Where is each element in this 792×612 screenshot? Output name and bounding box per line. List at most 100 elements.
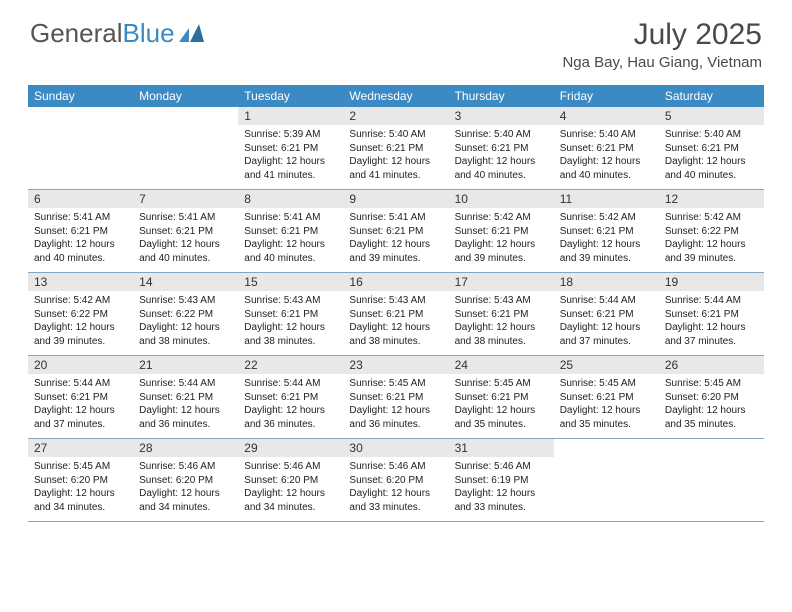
day-detail: Sunrise: 5:42 AMSunset: 6:22 PMDaylight:… (659, 208, 764, 272)
header: GeneralBlue July 2025 Nga Bay, Hau Giang… (0, 0, 792, 77)
day-number: 12 (659, 190, 764, 208)
sunrise-line: Sunrise: 5:42 AM (34, 294, 127, 308)
sunset-line: Sunset: 6:21 PM (349, 225, 442, 239)
daylight-line-2: and 40 minutes. (560, 169, 653, 183)
day-number: 7 (133, 190, 238, 208)
day-cell: 31Sunrise: 5:46 AMSunset: 6:19 PMDayligh… (449, 439, 554, 521)
day-cell: 23Sunrise: 5:45 AMSunset: 6:21 PMDayligh… (343, 356, 448, 438)
day-number: 16 (343, 273, 448, 291)
sunrise-line: Sunrise: 5:41 AM (244, 211, 337, 225)
sunset-line: Sunset: 6:19 PM (455, 474, 548, 488)
calendar-body: 1Sunrise: 5:39 AMSunset: 6:21 PMDaylight… (28, 107, 764, 522)
day-cell: 27Sunrise: 5:45 AMSunset: 6:20 PMDayligh… (28, 439, 133, 521)
day-cell (133, 107, 238, 189)
daylight-line-1: Daylight: 12 hours (455, 321, 548, 335)
day-detail: Sunrise: 5:45 AMSunset: 6:21 PMDaylight:… (554, 374, 659, 438)
month-title: July 2025 (562, 18, 762, 52)
day-cell: 26Sunrise: 5:45 AMSunset: 6:20 PMDayligh… (659, 356, 764, 438)
sunset-line: Sunset: 6:21 PM (349, 391, 442, 405)
sunrise-line: Sunrise: 5:46 AM (139, 460, 232, 474)
day-cell: 16Sunrise: 5:43 AMSunset: 6:21 PMDayligh… (343, 273, 448, 355)
daylight-line-1: Daylight: 12 hours (244, 238, 337, 252)
sunrise-line: Sunrise: 5:43 AM (244, 294, 337, 308)
day-detail: Sunrise: 5:43 AMSunset: 6:22 PMDaylight:… (133, 291, 238, 355)
day-detail: Sunrise: 5:45 AMSunset: 6:21 PMDaylight:… (449, 374, 554, 438)
day-number: 4 (554, 107, 659, 125)
day-number: 3 (449, 107, 554, 125)
sunrise-line: Sunrise: 5:39 AM (244, 128, 337, 142)
day-cell (554, 439, 659, 521)
sunrise-line: Sunrise: 5:43 AM (455, 294, 548, 308)
daylight-line-1: Daylight: 12 hours (665, 321, 758, 335)
day-detail: Sunrise: 5:39 AMSunset: 6:21 PMDaylight:… (238, 125, 343, 189)
weekday-sunday: Sunday (28, 85, 133, 107)
day-number: 13 (28, 273, 133, 291)
weekday-friday: Friday (554, 85, 659, 107)
daylight-line-2: and 41 minutes. (244, 169, 337, 183)
day-number: 27 (28, 439, 133, 457)
day-cell: 5Sunrise: 5:40 AMSunset: 6:21 PMDaylight… (659, 107, 764, 189)
daylight-line-2: and 40 minutes. (665, 169, 758, 183)
day-detail: Sunrise: 5:45 AMSunset: 6:21 PMDaylight:… (343, 374, 448, 438)
day-cell: 15Sunrise: 5:43 AMSunset: 6:21 PMDayligh… (238, 273, 343, 355)
daylight-line-2: and 33 minutes. (455, 501, 548, 515)
daylight-line-1: Daylight: 12 hours (560, 404, 653, 418)
daylight-line-2: and 38 minutes. (244, 335, 337, 349)
daylight-line-2: and 38 minutes. (139, 335, 232, 349)
day-number: 8 (238, 190, 343, 208)
day-detail: Sunrise: 5:41 AMSunset: 6:21 PMDaylight:… (238, 208, 343, 272)
sunset-line: Sunset: 6:21 PM (560, 142, 653, 156)
daylight-line-1: Daylight: 12 hours (665, 404, 758, 418)
sunrise-line: Sunrise: 5:44 AM (34, 377, 127, 391)
day-detail: Sunrise: 5:43 AMSunset: 6:21 PMDaylight:… (238, 291, 343, 355)
weekday-thursday: Thursday (449, 85, 554, 107)
sunrise-line: Sunrise: 5:40 AM (665, 128, 758, 142)
day-detail: Sunrise: 5:45 AMSunset: 6:20 PMDaylight:… (28, 457, 133, 521)
day-cell: 28Sunrise: 5:46 AMSunset: 6:20 PMDayligh… (133, 439, 238, 521)
day-cell (659, 439, 764, 521)
weekday-wednesday: Wednesday (343, 85, 448, 107)
day-number: 24 (449, 356, 554, 374)
day-number: 21 (133, 356, 238, 374)
daylight-line-1: Daylight: 12 hours (455, 155, 548, 169)
sunset-line: Sunset: 6:21 PM (455, 391, 548, 405)
day-number: 9 (343, 190, 448, 208)
day-cell: 29Sunrise: 5:46 AMSunset: 6:20 PMDayligh… (238, 439, 343, 521)
daylight-line-1: Daylight: 12 hours (244, 155, 337, 169)
day-detail: Sunrise: 5:44 AMSunset: 6:21 PMDaylight:… (28, 374, 133, 438)
sunset-line: Sunset: 6:21 PM (34, 391, 127, 405)
day-detail: Sunrise: 5:42 AMSunset: 6:21 PMDaylight:… (449, 208, 554, 272)
logo-text-1: General (30, 18, 123, 49)
day-cell: 18Sunrise: 5:44 AMSunset: 6:21 PMDayligh… (554, 273, 659, 355)
day-cell: 9Sunrise: 5:41 AMSunset: 6:21 PMDaylight… (343, 190, 448, 272)
day-cell: 10Sunrise: 5:42 AMSunset: 6:21 PMDayligh… (449, 190, 554, 272)
day-number: 5 (659, 107, 764, 125)
day-number: 6 (28, 190, 133, 208)
title-block: July 2025 Nga Bay, Hau Giang, Vietnam (562, 18, 762, 71)
sunrise-line: Sunrise: 5:46 AM (455, 460, 548, 474)
daylight-line-1: Daylight: 12 hours (244, 321, 337, 335)
sunrise-line: Sunrise: 5:42 AM (560, 211, 653, 225)
week-row: 20Sunrise: 5:44 AMSunset: 6:21 PMDayligh… (28, 356, 764, 439)
week-row: 1Sunrise: 5:39 AMSunset: 6:21 PMDaylight… (28, 107, 764, 190)
sunrise-line: Sunrise: 5:44 AM (139, 377, 232, 391)
sunrise-line: Sunrise: 5:44 AM (560, 294, 653, 308)
daylight-line-2: and 39 minutes. (455, 252, 548, 266)
day-number: 28 (133, 439, 238, 457)
daylight-line-1: Daylight: 12 hours (665, 155, 758, 169)
daylight-line-2: and 34 minutes. (34, 501, 127, 515)
calendar: SundayMondayTuesdayWednesdayThursdayFrid… (28, 85, 764, 522)
weekday-header: SundayMondayTuesdayWednesdayThursdayFrid… (28, 85, 764, 107)
day-number: 29 (238, 439, 343, 457)
sunset-line: Sunset: 6:21 PM (560, 225, 653, 239)
daylight-line-1: Daylight: 12 hours (139, 404, 232, 418)
day-cell: 4Sunrise: 5:40 AMSunset: 6:21 PMDaylight… (554, 107, 659, 189)
sunrise-line: Sunrise: 5:45 AM (455, 377, 548, 391)
logo: GeneralBlue (30, 18, 205, 49)
daylight-line-1: Daylight: 12 hours (349, 155, 442, 169)
day-cell: 11Sunrise: 5:42 AMSunset: 6:21 PMDayligh… (554, 190, 659, 272)
sunrise-line: Sunrise: 5:40 AM (455, 128, 548, 142)
sunset-line: Sunset: 6:20 PM (244, 474, 337, 488)
day-detail: Sunrise: 5:41 AMSunset: 6:21 PMDaylight:… (133, 208, 238, 272)
sunset-line: Sunset: 6:22 PM (34, 308, 127, 322)
